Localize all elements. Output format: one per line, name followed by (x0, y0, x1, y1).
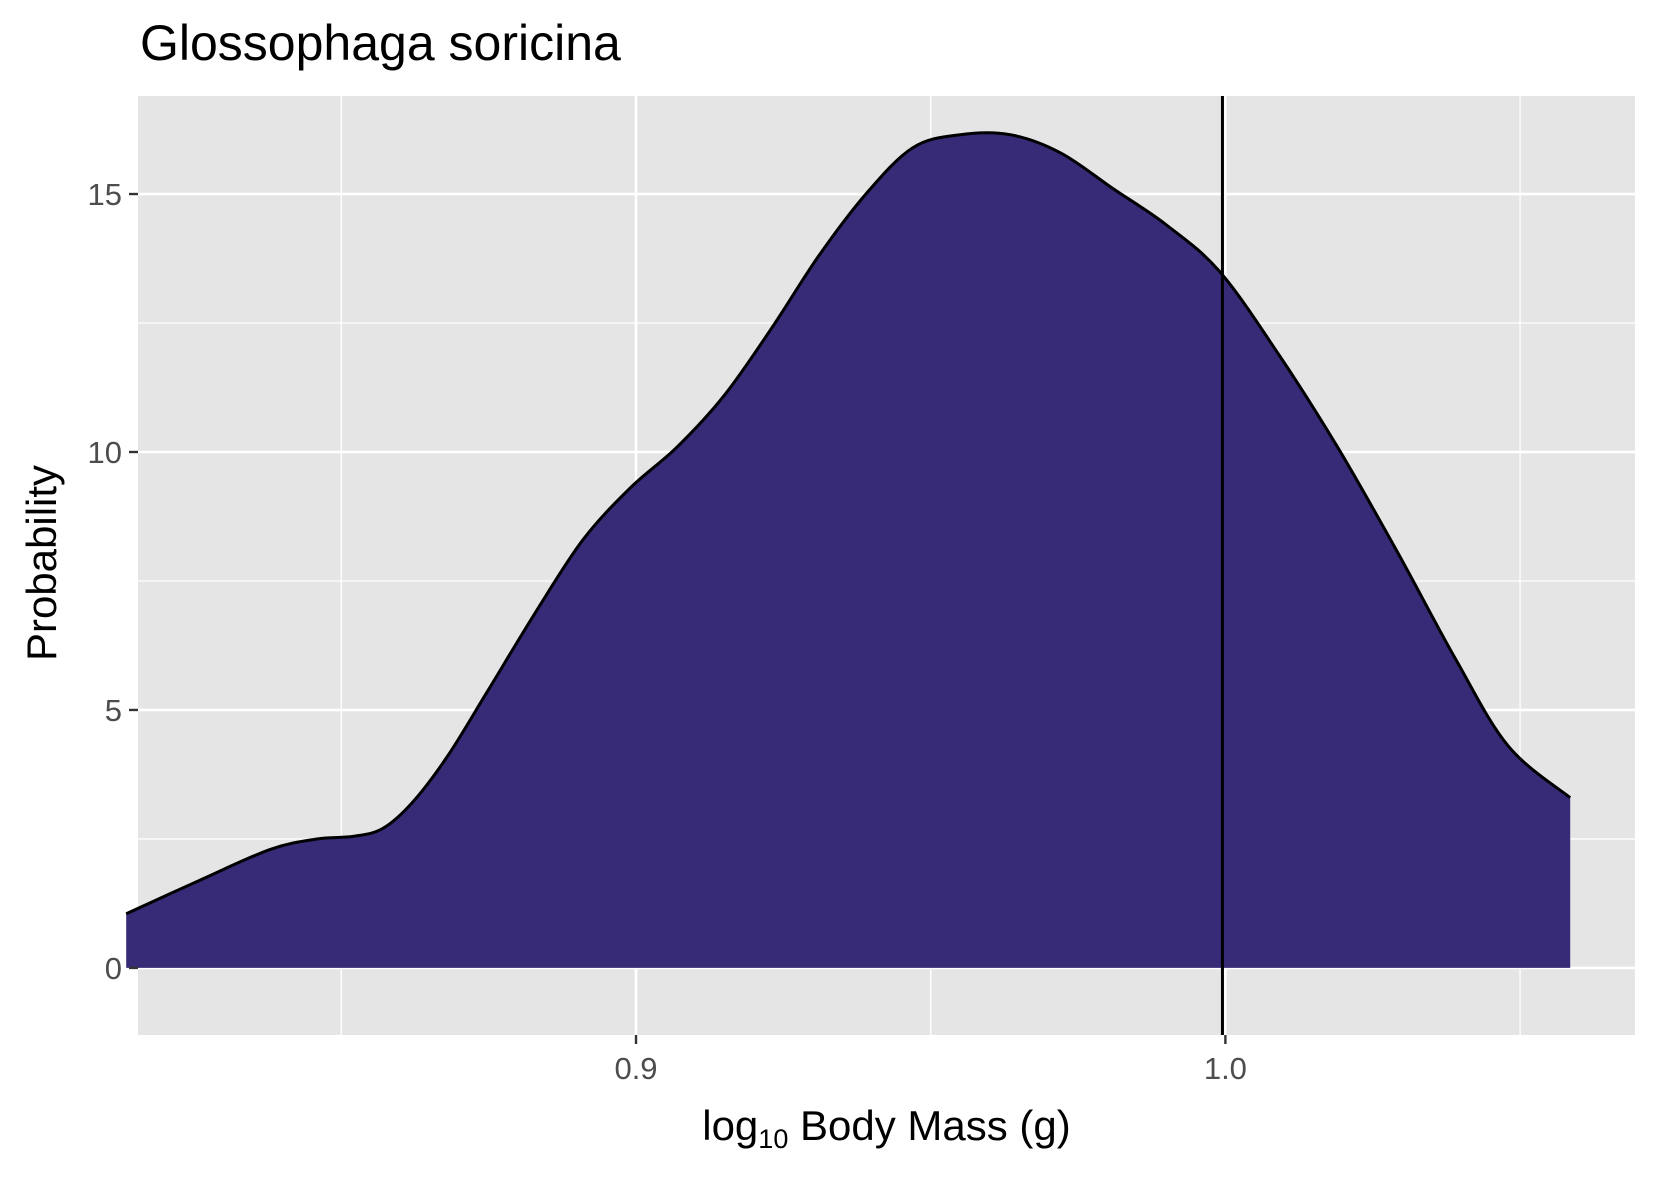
x-tick-label: 0.9 (614, 1051, 657, 1086)
x-axis-title: log10 Body Mass (g) (0, 1102, 1653, 1155)
y-tick-label: 5 (105, 693, 122, 728)
y-axis-title: Probability (18, 464, 65, 662)
x-axis-title-prefix: log (702, 1102, 759, 1149)
density-area (126, 132, 1571, 968)
y-tick-label: 0 (105, 951, 122, 986)
x-axis-title-subscript: 10 (758, 1124, 789, 1154)
y-axis-ticks: 0 5 10 15 (88, 177, 138, 986)
density-line (125, 131, 1572, 916)
y-tick-label: 15 (88, 177, 122, 212)
x-axis-title-suffix: Body Mass (g) (788, 1102, 1071, 1149)
x-axis-ticks: 0.9 1.0 (614, 1035, 1247, 1086)
x-tick-label: 1.0 (1204, 1051, 1247, 1086)
y-tick-label: 10 (88, 435, 122, 470)
chart-title: Glossophaga soricina (140, 15, 621, 71)
